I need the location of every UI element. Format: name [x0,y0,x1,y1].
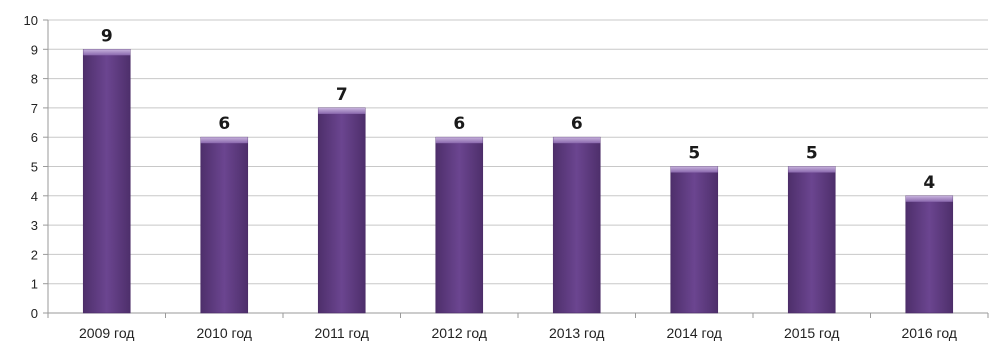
bar-body [435,136,484,314]
bar [552,136,601,314]
y-tick-label: 4 [31,189,38,204]
bar-top-cap [318,107,366,114]
y-tick-label: 7 [31,101,38,116]
data-label: 9 [101,26,113,46]
data-label: 5 [688,144,700,164]
bar-top-cap [670,166,718,173]
axes [43,19,989,318]
bar-body [82,48,131,314]
bar [435,136,484,314]
bars [82,48,954,314]
grid-lines [48,19,988,285]
y-tick-label: 5 [31,160,38,175]
bar-body [552,136,601,314]
data-label: 5 [806,144,818,164]
data-label: 7 [336,85,348,105]
data-label: 6 [453,114,465,134]
x-category-label: 2016 год [902,325,957,341]
x-category-label: 2014 год [667,325,722,341]
bar-top-cap [435,137,483,144]
x-category-label: 2011 год [315,325,369,341]
x-category-label: 2013 год [549,325,604,341]
bar [670,166,719,314]
y-tick-label: 2 [31,247,38,262]
bar [787,166,836,314]
x-category-label: 2015 год [784,325,839,341]
y-tick-label: 0 [31,306,38,321]
data-label: 6 [571,114,583,134]
x-category-label: 2009 год [79,325,134,341]
y-tick-label: 9 [31,42,38,57]
bar-top-cap [200,137,248,144]
bar [82,48,131,314]
data-label: 6 [218,114,230,134]
y-tick-label: 10 [24,13,38,28]
bar-body [787,166,836,314]
x-category-label: 2010 год [197,325,252,341]
y-tick-label: 6 [31,130,38,145]
bar-top-cap [788,166,836,173]
y-tick-label: 1 [31,277,38,292]
bar-body [905,195,954,314]
y-tick-label: 8 [31,72,38,87]
bar-top-cap [83,49,131,56]
y-tick-label: 3 [31,218,38,233]
bar-top-cap [905,195,953,202]
data-label: 4 [923,173,935,193]
x-category-label: 2012 год [432,325,487,341]
bar-body [670,166,719,314]
bar-body [200,136,249,314]
bar-top-cap [553,137,601,144]
labels: 0 1 2 3 4 5 6 7 8 9 10 9 2009 год 6 2010 год 7 2011 год 6… [24,13,957,341]
bar [317,107,366,314]
bar-body [317,107,366,314]
bar [200,136,249,314]
bar [905,195,954,314]
